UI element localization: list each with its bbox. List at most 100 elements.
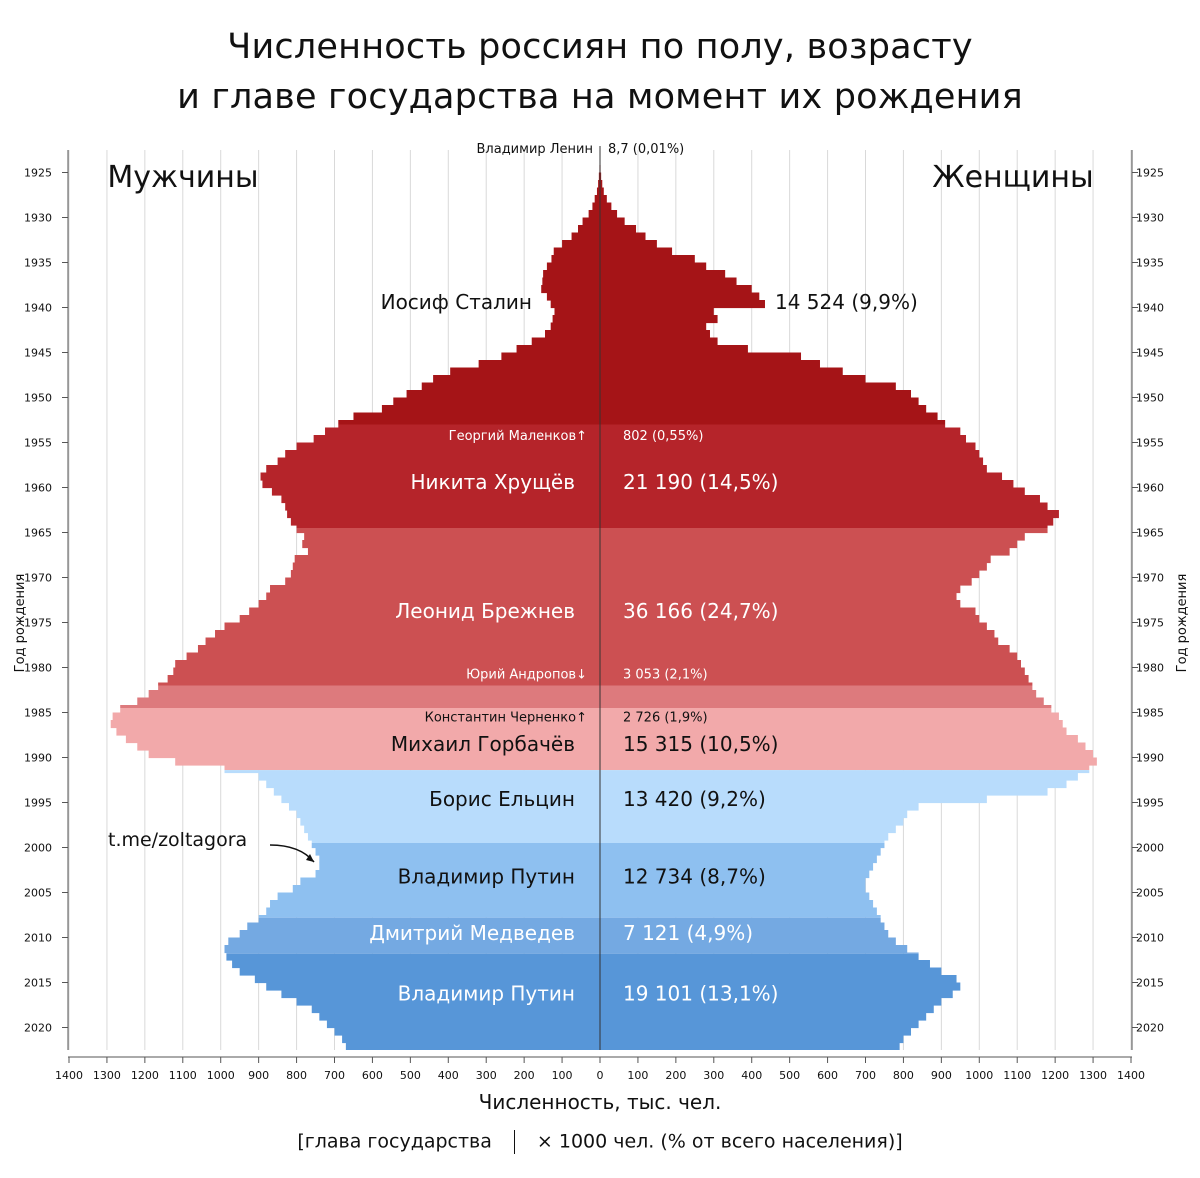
x-tick-label: 100 [627, 1069, 648, 1080]
y-tick-label: 2000 [1136, 842, 1164, 855]
y-tick-label: 1985 [1136, 707, 1164, 720]
y-tick-label: 1955 [24, 437, 52, 450]
x-tick-label: 1100 [169, 1069, 197, 1080]
y-tick-label: 1965 [24, 527, 52, 540]
y-tick-label: 1960 [1136, 482, 1164, 495]
annotation-name: Иосиф Сталин [381, 290, 532, 314]
side-label-men: Мужчины [107, 160, 258, 195]
x-tick-label: 900 [248, 1069, 269, 1080]
y-tick-label: 2020 [24, 1022, 52, 1035]
y-tick-label: 1930 [1136, 212, 1164, 225]
y-tick-label: 1965 [1136, 527, 1164, 540]
y-tick-label: 1975 [24, 617, 52, 630]
annotations: Владимир Ленин 8,7 (0,01%) Иосиф Сталин 14 … [369, 142, 918, 1006]
annotation-name: Юрий Андропов↓ [466, 667, 587, 682]
legend: [глава государства × 1000 чел. (% от всег… [0, 1130, 1200, 1154]
y-tick-label: 2015 [1136, 977, 1164, 990]
x-tick-label: 1000 [965, 1069, 993, 1080]
watermark-group: t.me/zoltagora [108, 829, 315, 863]
chart-title-line-2: и главе государства на момент их рождени… [177, 77, 1023, 117]
x-tick-label: 500 [779, 1069, 800, 1080]
y-tick-label: 1995 [1136, 797, 1164, 810]
y-tick-label: 1930 [24, 212, 52, 225]
x-tick-label: 1200 [131, 1069, 159, 1080]
legend-left: [глава государства [297, 1130, 492, 1153]
watermark: t.me/zoltagora [108, 829, 247, 851]
y-tick-label: 2005 [1136, 887, 1164, 900]
annotation-name: Борис Ельцин [429, 787, 575, 811]
x-tick-label: 600 [817, 1069, 838, 1080]
x-tick-label: 200 [514, 1069, 535, 1080]
x-tick-label: 300 [703, 1069, 724, 1080]
annotation-name: Георгий Маленков↑ [449, 429, 587, 444]
annotation-name: Владимир Путин [398, 864, 575, 888]
era-band [110, 708, 1097, 771]
annotation-name: Михаил Горбачёв [391, 732, 575, 756]
y-tick-label: 2000 [24, 842, 52, 855]
annotation-name: Дмитрий Медведев [369, 921, 575, 945]
x-tick-label: 600 [362, 1069, 383, 1080]
x-tick-label: 1400 [55, 1069, 83, 1080]
y-tick-label: 1980 [1136, 662, 1164, 675]
y-tick-label: 2005 [24, 887, 52, 900]
x-tick-label: 0 [597, 1069, 604, 1080]
x-tick-label: 700 [324, 1069, 345, 1080]
side-label-women: Женщины [932, 160, 1093, 195]
y-tick-label: 1970 [1136, 572, 1164, 585]
x-tick-label: 700 [855, 1069, 876, 1080]
x-tick-label: 1100 [1003, 1069, 1031, 1080]
axes: 1925 1930 1935 1940 1945 1950 1955 1960 1965 1970… [13, 150, 1190, 1080]
annotation-value: 2 726 (1,9%) [623, 711, 708, 726]
annotation-value: 19 101 (13,1%) [623, 981, 778, 1005]
x-tick-label: 1200 [1041, 1069, 1069, 1080]
x-tick-label: 900 [931, 1069, 952, 1080]
y-tick-label: 1980 [24, 662, 52, 675]
annotation-name: Владимир Путин [398, 981, 575, 1005]
y-tick-label: 2020 [1136, 1022, 1164, 1035]
y-tick-label: 1935 [1136, 257, 1164, 270]
annotation-value: 14 524 (9,9%) [775, 290, 918, 314]
era-band [110, 685, 1097, 708]
x-tick-label: 400 [741, 1069, 762, 1080]
x-tick-label: 300 [476, 1069, 497, 1080]
y-tick-label: 1935 [24, 257, 52, 270]
y-tick-label: 1975 [1136, 617, 1164, 630]
y-axis-title-left: Год рождения [13, 574, 28, 673]
annotation-value: 12 734 (8,7%) [623, 864, 766, 888]
y-tick-label: 1945 [1136, 347, 1164, 360]
side-labels: Мужчины Женщины [107, 160, 1093, 195]
y-tick-label: 2010 [24, 932, 52, 945]
annotation-value: 21 190 (14,5%) [623, 470, 778, 494]
y-tick-label: 2010 [1136, 932, 1164, 945]
x-tick-label: 400 [438, 1069, 459, 1080]
y-axis-title-right: Год рождения [1175, 574, 1190, 673]
annotation-value: 13 420 (9,2%) [623, 787, 766, 811]
x-tick-label: 1300 [1079, 1069, 1107, 1080]
y-tick-label: 1945 [24, 347, 52, 360]
annotation-value: 802 (0,55%) [623, 429, 703, 444]
watermark-arrowhead [306, 854, 314, 862]
annotation-value: 7 121 (4,9%) [623, 921, 753, 945]
annotation-value: 36 166 (24,7%) [623, 599, 778, 623]
y-tick-label: 1940 [1136, 302, 1164, 315]
y-tick-label: 1925 [24, 167, 52, 180]
y-tick-label: 1955 [1136, 437, 1164, 450]
y-tick-label: 1990 [24, 752, 52, 765]
x-tick-label: 200 [665, 1069, 686, 1080]
annotation-value: 15 315 (10,5%) [623, 732, 778, 756]
pyramid-bars [599, 146, 601, 1050]
chart-title: Численность россиян по полу, возрасту и … [0, 22, 1200, 122]
x-tick-label: 800 [286, 1069, 307, 1080]
annotation-name: Леонид Брежнев [395, 599, 575, 623]
legend-right: × 1000 чел. (% от всего населения)] [536, 1130, 903, 1153]
y-tick-label: 1990 [1136, 752, 1164, 765]
x-tick-label: 100 [552, 1069, 573, 1080]
y-tick-label: 1995 [24, 797, 52, 810]
chart-title-line-1: Численность россиян по полу, возрасту [227, 27, 973, 67]
legend-separator [513, 1130, 515, 1154]
annotation-value: 8,7 (0,01%) [608, 142, 684, 157]
annotation-name: Константин Черненко↑ [425, 711, 587, 726]
y-tick-label: 1985 [24, 707, 52, 720]
x-tick-label: 1000 [207, 1069, 235, 1080]
y-tick-label: 1925 [1136, 167, 1164, 180]
